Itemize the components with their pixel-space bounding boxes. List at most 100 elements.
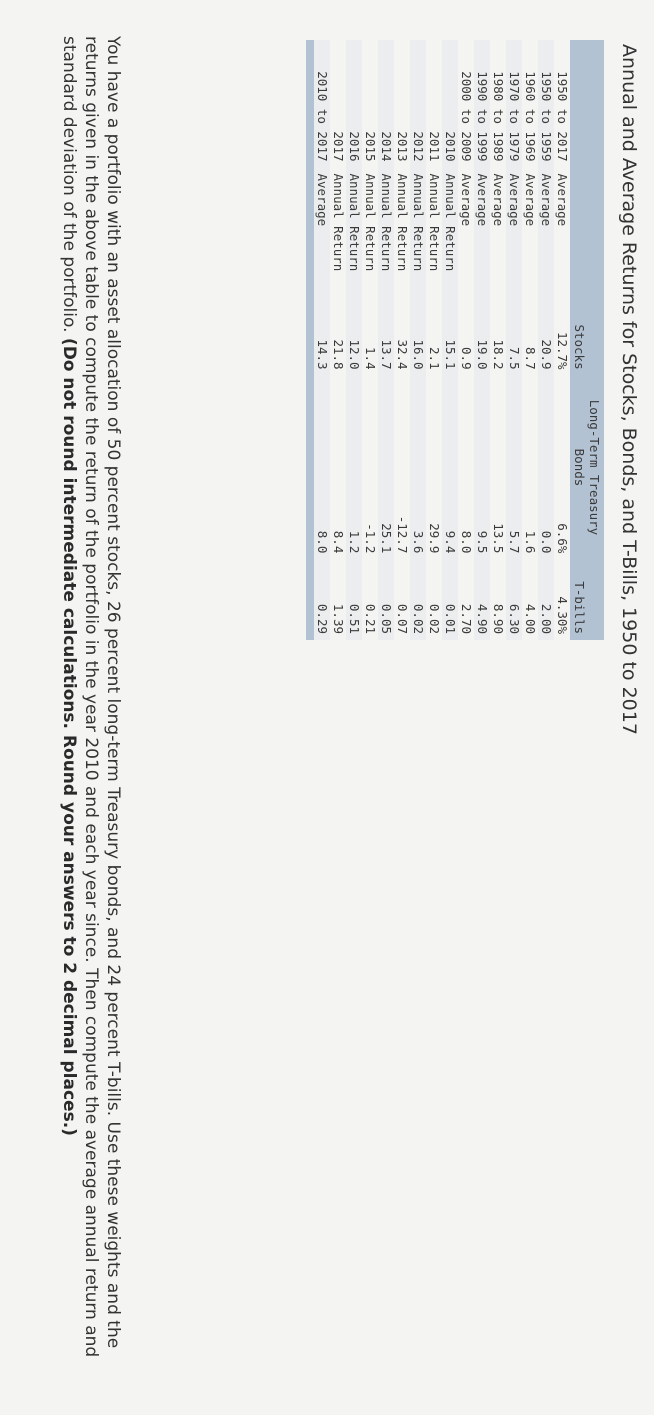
table-row: 2000 to 2009 Average 0.9 8.0 2.70	[458, 40, 474, 640]
title: Annual and Average Returns for Stocks, B…	[618, 44, 640, 735]
table-row: 2012 Annual Return 16.0 3.6 0.02	[410, 40, 426, 640]
table-cell: 8.0	[314, 375, 330, 560]
table-footer	[306, 40, 314, 640]
table-cell: Average	[314, 167, 330, 305]
table-cell: 12.0	[346, 304, 362, 376]
table-cell: 1970 to 1979	[506, 40, 522, 168]
table-cell: 2013	[395, 131, 410, 162]
table-cell: -12.7	[395, 515, 410, 554]
table-cell: 7.5	[506, 304, 522, 376]
table-cell: 0.0	[538, 375, 554, 560]
table-cell: 32.4	[395, 339, 410, 370]
table-cell: Average	[538, 167, 554, 305]
table-cell: 6.30	[506, 559, 522, 640]
table-cell: 2.70	[459, 603, 474, 634]
table-row: 1980 to 1989 Average 18.2 13.5 8.90	[490, 40, 506, 640]
table-cell: 2000 to 2009	[459, 71, 474, 162]
table-row: 2016 Annual Return 12.0 1.2 0.51	[346, 40, 362, 640]
table-cell: 0.01	[442, 559, 458, 640]
table-cell: 0.05	[378, 559, 394, 640]
table-row: 1970 to 1979 Average 7.5 5.7 6.30	[506, 40, 522, 640]
table-cell: Average	[523, 173, 538, 227]
table-cell: 0.9	[459, 347, 474, 370]
table-cell: 2016	[346, 40, 362, 168]
table-cell: 0.21	[363, 603, 378, 634]
instruction: (Do not round intermediate calculations.…	[59, 337, 79, 1136]
header-text: Stocks	[572, 324, 587, 370]
table-cell: 1960 to 1969	[523, 71, 538, 162]
table-cell: 4.30%	[555, 596, 570, 634]
table-cell: 4.90	[474, 559, 490, 640]
header-cell: Stocks	[570, 304, 604, 376]
table-cell: 2014	[378, 40, 394, 168]
header-row: Stocks Long-Term Treasury Bonds T-bills	[570, 40, 604, 640]
table-cell: 2015	[363, 131, 378, 162]
table-cell: 2010 to 2017	[314, 40, 330, 168]
table-row: 2010 to 2017 Average 14.3 8.0 0.29	[314, 40, 330, 640]
table-cell: 2010	[442, 40, 458, 168]
table-row: 1960 to 1969 Average 8.7 1.6 4.00	[522, 40, 538, 640]
table-cell: 16.0	[410, 304, 426, 376]
question: You have a portfolio with an asset alloc…	[58, 36, 124, 1411]
table-cell: 6.6%	[555, 523, 570, 554]
table-row: 1950 to 1959 Average 20.9 0.0 2.00	[538, 40, 554, 640]
table-cell: 25.1	[378, 375, 394, 560]
table-cell: 3.6	[410, 375, 426, 560]
table-row: 2014 Annual Return 13.7 25.1 0.05	[378, 40, 394, 640]
header-text: Long-Term Treasury	[587, 399, 602, 536]
table-cell: 1.39	[331, 603, 346, 634]
table-cell: 5.7	[506, 375, 522, 560]
table-body: 1950 to 2017 Average 12.7% 6.6% 4.30% 1950 to…	[314, 40, 570, 640]
header-cell	[570, 167, 604, 305]
table-cell: 0.07	[395, 603, 410, 634]
table-cell: 0.02	[427, 603, 442, 634]
table-cell: Average	[491, 173, 506, 227]
table-cell: 19.0	[474, 304, 490, 376]
footer-bar	[306, 40, 314, 640]
table-cell: Annual Return	[363, 173, 378, 272]
table-cell: 1980 to 1989	[491, 71, 506, 162]
table-cell: 1990 to 1999	[474, 40, 490, 168]
table-cell: Annual Return	[331, 173, 346, 272]
table-cell: 1950 to 1959	[538, 40, 554, 168]
table-cell: Annual Return	[378, 167, 394, 305]
table-row: 2010 Annual Return 15.1 9.4 0.01	[442, 40, 458, 640]
table-cell: 1.4	[363, 347, 378, 370]
table-cell: 1.2	[346, 375, 362, 560]
table-cell: 2012	[410, 40, 426, 168]
table-cell: 12.7%	[555, 331, 570, 370]
table-cell: 4.00	[523, 603, 538, 634]
table-cell: 1950 to 2017	[555, 71, 570, 162]
table-cell: 21.8	[331, 339, 346, 370]
table-cell: 0.02	[410, 559, 426, 640]
header-text: T-bills	[572, 581, 587, 634]
table-cell: Annual Return	[410, 167, 426, 305]
table-cell: 14.3	[314, 304, 330, 376]
table-cell: Average	[459, 173, 474, 227]
table-cell: Average	[474, 167, 490, 305]
table-row: 2015 Annual Return 1.4 -1.2 0.21	[362, 40, 378, 640]
table-cell: 8.0	[459, 530, 474, 554]
table-cell: Annual Return	[427, 173, 442, 272]
table-row: 1990 to 1999 Average 19.0 9.5 4.90	[474, 40, 490, 640]
table-cell: 9.4	[442, 375, 458, 560]
table-cell: 2011	[427, 131, 442, 162]
table-cell: Annual Return	[442, 167, 458, 305]
table-cell: 0.29	[314, 559, 330, 640]
table-cell: 15.1	[442, 304, 458, 376]
table-cell: 29.9	[427, 523, 442, 554]
table-row: 2011 Annual Return 2.1 29.9 0.02	[426, 40, 442, 640]
table-cell: 18.2	[491, 339, 506, 370]
table-cell: Annual Return	[395, 173, 410, 272]
header-cell: T-bills	[570, 559, 604, 640]
table-cell: 20.9	[538, 304, 554, 376]
table-cell: 0.51	[346, 559, 362, 640]
table-cell: 13.7	[378, 304, 394, 376]
table-cell: 13.5	[491, 523, 506, 554]
table-cell: 8.90	[491, 603, 506, 634]
footer-row	[306, 40, 314, 640]
table-cell: Annual Return	[346, 167, 362, 305]
table-row: 2017 Annual Return 21.8 8.4 1.39	[330, 40, 346, 640]
table-cell: 2.00	[538, 559, 554, 640]
